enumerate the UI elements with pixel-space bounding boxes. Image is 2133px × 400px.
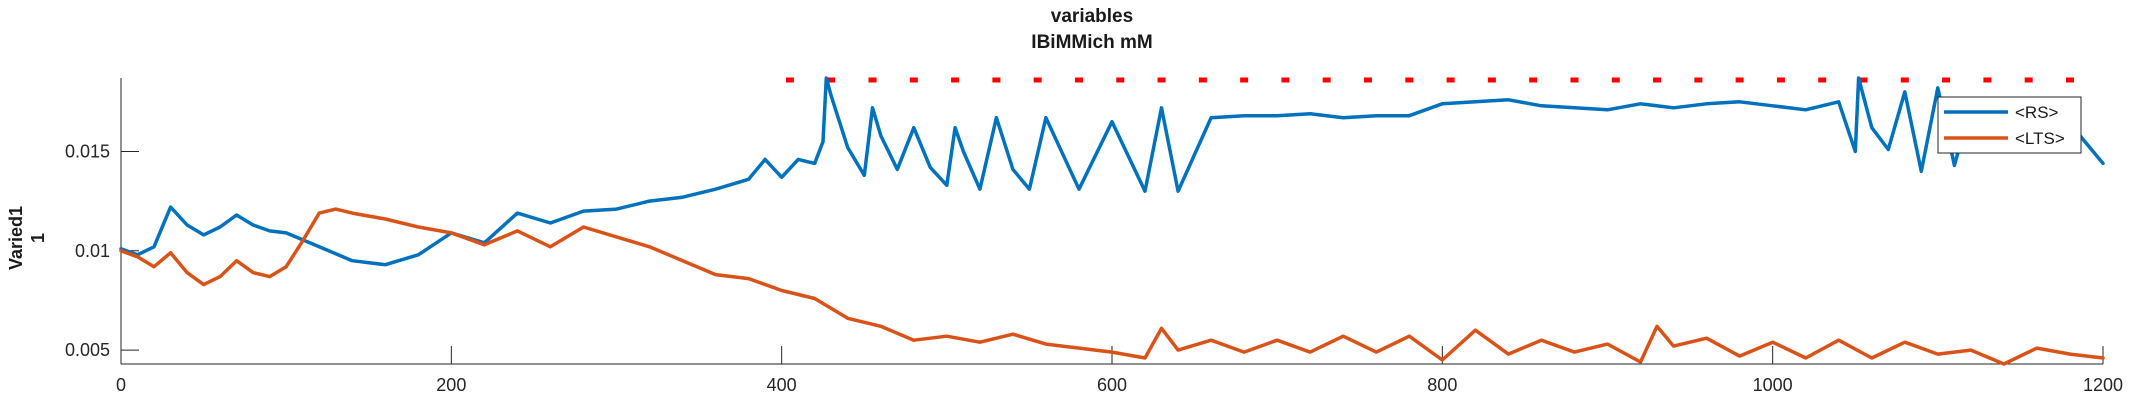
red-marker [1281,77,1290,83]
red-marker [1322,77,1331,83]
x-tick-label: 400 [767,375,797,395]
red-marker [1405,77,1414,83]
series-line-rs [119,76,2105,267]
x-tick-label: 600 [1097,375,1127,395]
y-tick-label: 0.005 [65,340,110,360]
x-tick-label: 1200 [2083,375,2123,395]
red-marker [1942,77,1951,83]
red-marker [1240,77,1249,83]
red-marker [1694,77,1703,83]
red-marker [1446,77,1455,83]
red-marker [1611,77,1620,83]
red-marker [1198,77,1207,83]
red-marker [1116,77,1125,83]
x-tick-label: 200 [436,375,466,395]
red-marker [1033,77,1042,83]
x-tick-label: 0 [116,375,126,395]
red-marker [1074,77,1083,83]
red-marker [2065,77,2074,83]
chart-title: variables IBiMMich mM [1031,6,1152,53]
red-marker [1529,77,1538,83]
legend-label-rs: <RS> [2015,103,2059,122]
axes: 0 200 400 600 800 1000 1200 0.005 0.01 0.015 [65,78,2123,395]
series-lines [119,76,2105,366]
red-marker [2024,77,2033,83]
red-marker-series [785,77,2074,83]
red-marker [1364,77,1373,83]
red-marker [1900,77,1909,83]
y-tick-label: 0.01 [75,241,110,261]
red-marker [1859,77,1868,83]
red-marker [868,77,877,83]
y-axis-label-line-2: 1 [28,233,48,243]
red-marker [1570,77,1579,83]
series-line-lts [119,207,2105,366]
x-tick-label: 1000 [1753,375,1793,395]
red-marker [1818,77,1827,83]
red-marker [1776,77,1785,83]
y-axis-label-line-1: Varied1 [6,206,26,270]
chart-title-line-2: IBiMMich mM [1031,32,1152,53]
red-marker [1487,77,1496,83]
legend: <RS> <LTS> [1937,96,2082,154]
legend-box [1937,96,2082,154]
red-marker [1157,77,1166,83]
red-marker [827,77,836,83]
red-marker [992,77,1001,83]
red-marker [1983,77,1992,83]
legend-label-lts: <LTS> [2015,129,2065,148]
y-tick-label: 0.015 [65,141,110,161]
red-marker [909,77,918,83]
red-marker [951,77,960,83]
y-axis-label: Varied1 1 [6,206,48,270]
red-marker [1653,77,1662,83]
red-marker [1735,77,1744,83]
red-marker [785,77,794,83]
chart-title-line-1: variables [1051,6,1133,27]
x-tick-label: 800 [1427,375,1457,395]
